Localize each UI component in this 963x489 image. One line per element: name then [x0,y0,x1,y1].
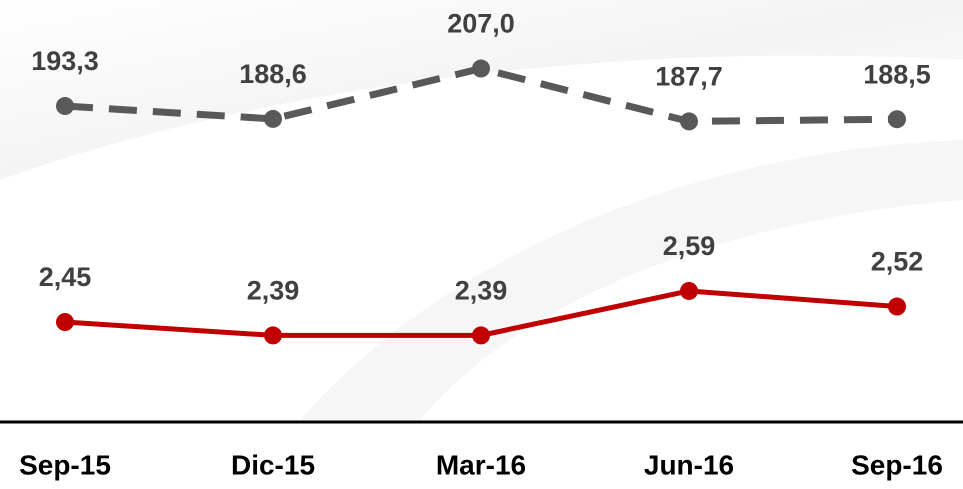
background-swoosh [0,0,963,180]
x-tick-label: Sep-16 [851,449,943,480]
data-point [56,97,74,116]
data-label: 188,6 [239,59,307,89]
data-point [472,326,490,345]
data-label: 2,59 [663,231,716,261]
data-point [680,112,698,131]
data-label: 2,52 [871,247,924,277]
data-point [264,109,282,128]
data-label: 2,45 [39,262,92,292]
data-point [264,326,282,345]
data-label: 187,7 [655,62,723,92]
data-point [472,59,490,78]
background-swoosh [300,140,963,420]
data-label: 2,39 [247,276,300,306]
x-tick-label: Mar-16 [436,449,526,480]
data-point [680,281,698,300]
data-point [56,313,74,332]
data-label: 2,39 [455,276,508,306]
data-label: 188,5 [863,59,931,89]
x-tick-label: Sep-15 [19,449,111,480]
x-tick-label: Jun-16 [644,449,734,480]
data-label: 207,0 [447,9,515,39]
data-point [888,110,906,129]
data-label: 193,3 [31,46,99,76]
data-point [888,297,906,316]
x-tick-label: Dic-15 [231,449,315,480]
